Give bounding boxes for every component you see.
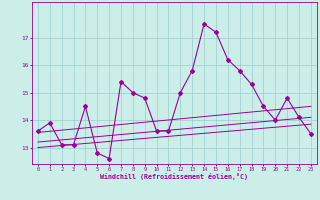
X-axis label: Windchill (Refroidissement éolien,°C): Windchill (Refroidissement éolien,°C) — [100, 173, 248, 180]
